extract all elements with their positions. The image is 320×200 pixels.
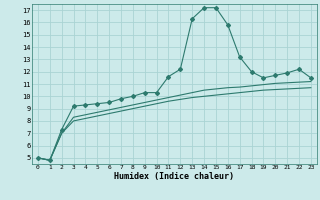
X-axis label: Humidex (Indice chaleur): Humidex (Indice chaleur) — [115, 172, 234, 181]
